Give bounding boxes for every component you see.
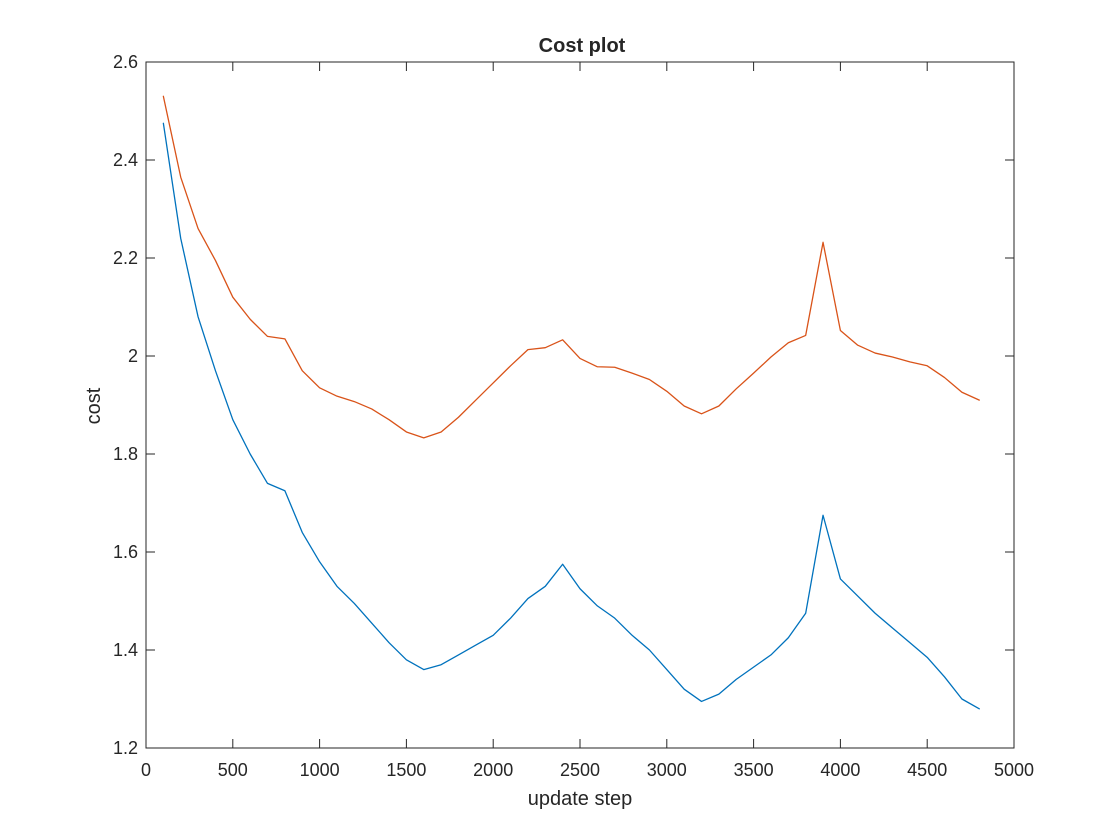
y-tick-label: 1.2 <box>113 738 138 758</box>
axes-box <box>145 61 1015 749</box>
x-tick-label: 0 <box>141 760 151 780</box>
series-layer <box>162 95 980 710</box>
x-tick-label: 1000 <box>300 760 340 780</box>
x-tick-label: 4500 <box>907 760 947 780</box>
x-tick-label: 500 <box>218 760 248 780</box>
y-tick-label: 2.2 <box>113 248 138 268</box>
chart-title: Cost plot <box>539 35 626 57</box>
x-axis-title: update step <box>528 788 633 810</box>
x-tick-label: 2000 <box>473 760 513 780</box>
y-tick-label: 2.6 <box>113 52 138 72</box>
x-tick-label: 5000 <box>994 760 1034 780</box>
x-tick-label: 3500 <box>734 760 774 780</box>
x-tick-label: 4000 <box>820 760 860 780</box>
y-tick-label: 2 <box>128 346 138 366</box>
y-tick-label: 1.6 <box>113 542 138 562</box>
y-tick-label: 1.4 <box>113 640 138 660</box>
y-tick-label: 1.8 <box>113 444 138 464</box>
x-tick-label: 3000 <box>647 760 687 780</box>
series-line-1 <box>162 122 980 710</box>
x-tick-label: 1500 <box>386 760 426 780</box>
y-tick-label: 2.4 <box>113 150 138 170</box>
series-line-2 <box>162 95 980 439</box>
ticks-layer: 0 500 1000 1500 2000 2500 3000 3500 4000 4500 5000… <box>113 52 1034 780</box>
x-tick-label: 2500 <box>560 760 600 780</box>
y-axis-title: cost <box>83 387 105 424</box>
plot-area <box>145 61 1015 749</box>
